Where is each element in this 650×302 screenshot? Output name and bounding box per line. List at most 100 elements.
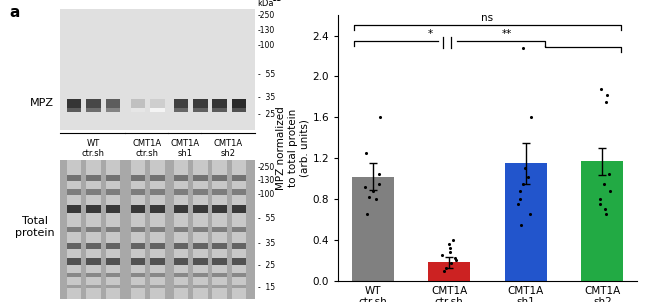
Bar bbox=[193, 175, 207, 181]
Bar bbox=[105, 205, 120, 213]
Bar bbox=[105, 99, 120, 108]
Bar bbox=[131, 205, 146, 213]
Bar bbox=[428, 262, 470, 281]
Bar bbox=[131, 160, 146, 299]
Bar bbox=[86, 243, 101, 249]
Bar bbox=[60, 9, 255, 130]
Bar bbox=[193, 160, 207, 299]
Bar bbox=[105, 160, 120, 299]
Point bbox=[515, 197, 525, 201]
Point bbox=[360, 185, 370, 189]
Point bbox=[523, 174, 534, 179]
Text: -130: -130 bbox=[257, 26, 275, 35]
Bar bbox=[150, 285, 165, 288]
Point bbox=[517, 181, 528, 186]
Bar bbox=[193, 285, 207, 288]
Bar bbox=[213, 273, 227, 278]
Bar bbox=[86, 99, 101, 108]
Bar bbox=[67, 273, 81, 278]
Point bbox=[368, 188, 378, 193]
Bar bbox=[86, 205, 101, 213]
Bar bbox=[232, 108, 246, 112]
Bar bbox=[213, 258, 227, 265]
Bar bbox=[86, 175, 101, 181]
Bar bbox=[232, 258, 246, 265]
Point bbox=[371, 197, 382, 201]
Point bbox=[595, 197, 605, 201]
Bar bbox=[86, 273, 101, 278]
Point bbox=[448, 238, 458, 243]
Point bbox=[439, 268, 449, 273]
Bar bbox=[150, 243, 165, 249]
Point bbox=[604, 171, 614, 176]
Bar bbox=[105, 175, 120, 181]
Bar bbox=[213, 160, 227, 299]
Point bbox=[441, 265, 451, 270]
Point bbox=[436, 253, 447, 258]
Text: WT
ctr.sh: WT ctr.sh bbox=[81, 139, 105, 158]
Point bbox=[364, 194, 374, 199]
Point bbox=[362, 212, 372, 217]
Point bbox=[601, 212, 611, 217]
Text: ns: ns bbox=[482, 13, 493, 23]
Text: Total
protein: Total protein bbox=[15, 216, 55, 238]
Text: kDa: kDa bbox=[257, 0, 274, 8]
Bar bbox=[131, 258, 146, 265]
Point bbox=[514, 202, 524, 207]
Point bbox=[600, 207, 610, 212]
Point bbox=[517, 45, 528, 50]
Bar bbox=[193, 205, 207, 213]
Bar bbox=[232, 227, 246, 232]
Bar bbox=[67, 258, 81, 265]
Text: -250: -250 bbox=[257, 162, 275, 172]
Bar bbox=[105, 243, 120, 249]
Bar bbox=[232, 189, 246, 195]
Text: -  25: - 25 bbox=[257, 261, 275, 270]
Bar bbox=[193, 108, 207, 112]
Bar bbox=[150, 273, 165, 278]
Bar bbox=[105, 108, 120, 112]
Point bbox=[515, 222, 526, 227]
Text: CMT1A
sh2: CMT1A sh2 bbox=[213, 139, 242, 158]
Bar bbox=[174, 189, 188, 195]
Y-axis label: MPZ normalized
to total protein
(arb. units): MPZ normalized to total protein (arb. un… bbox=[276, 106, 309, 190]
Bar bbox=[193, 227, 207, 232]
Bar bbox=[105, 258, 120, 265]
Bar bbox=[174, 175, 188, 181]
Text: -  35: - 35 bbox=[257, 93, 275, 102]
Bar bbox=[150, 160, 165, 299]
Text: MPZ: MPZ bbox=[31, 98, 55, 108]
Bar bbox=[352, 177, 394, 281]
Bar bbox=[86, 227, 101, 232]
Point bbox=[374, 171, 384, 176]
Bar bbox=[193, 258, 207, 265]
Bar bbox=[150, 258, 165, 265]
Bar bbox=[105, 273, 120, 278]
Bar bbox=[505, 163, 547, 281]
Bar bbox=[131, 108, 146, 112]
Bar bbox=[105, 189, 120, 195]
Bar bbox=[174, 160, 188, 299]
Bar bbox=[174, 285, 188, 288]
Bar bbox=[232, 160, 246, 299]
Point bbox=[595, 202, 605, 207]
Bar bbox=[86, 160, 101, 299]
Bar bbox=[150, 99, 165, 108]
Bar bbox=[131, 243, 146, 249]
Text: -250: -250 bbox=[257, 11, 275, 20]
Bar bbox=[213, 285, 227, 288]
Bar bbox=[67, 175, 81, 181]
Bar bbox=[174, 243, 188, 249]
Point bbox=[525, 212, 535, 217]
Text: -100: -100 bbox=[257, 190, 275, 199]
Bar bbox=[67, 108, 81, 112]
Bar bbox=[67, 99, 81, 108]
Point bbox=[449, 256, 460, 261]
Bar bbox=[67, 243, 81, 249]
Bar bbox=[67, 205, 81, 213]
Bar bbox=[150, 175, 165, 181]
Text: -  55: - 55 bbox=[257, 214, 275, 223]
Bar bbox=[213, 205, 227, 213]
Text: *: * bbox=[428, 29, 433, 39]
Bar bbox=[67, 189, 81, 195]
